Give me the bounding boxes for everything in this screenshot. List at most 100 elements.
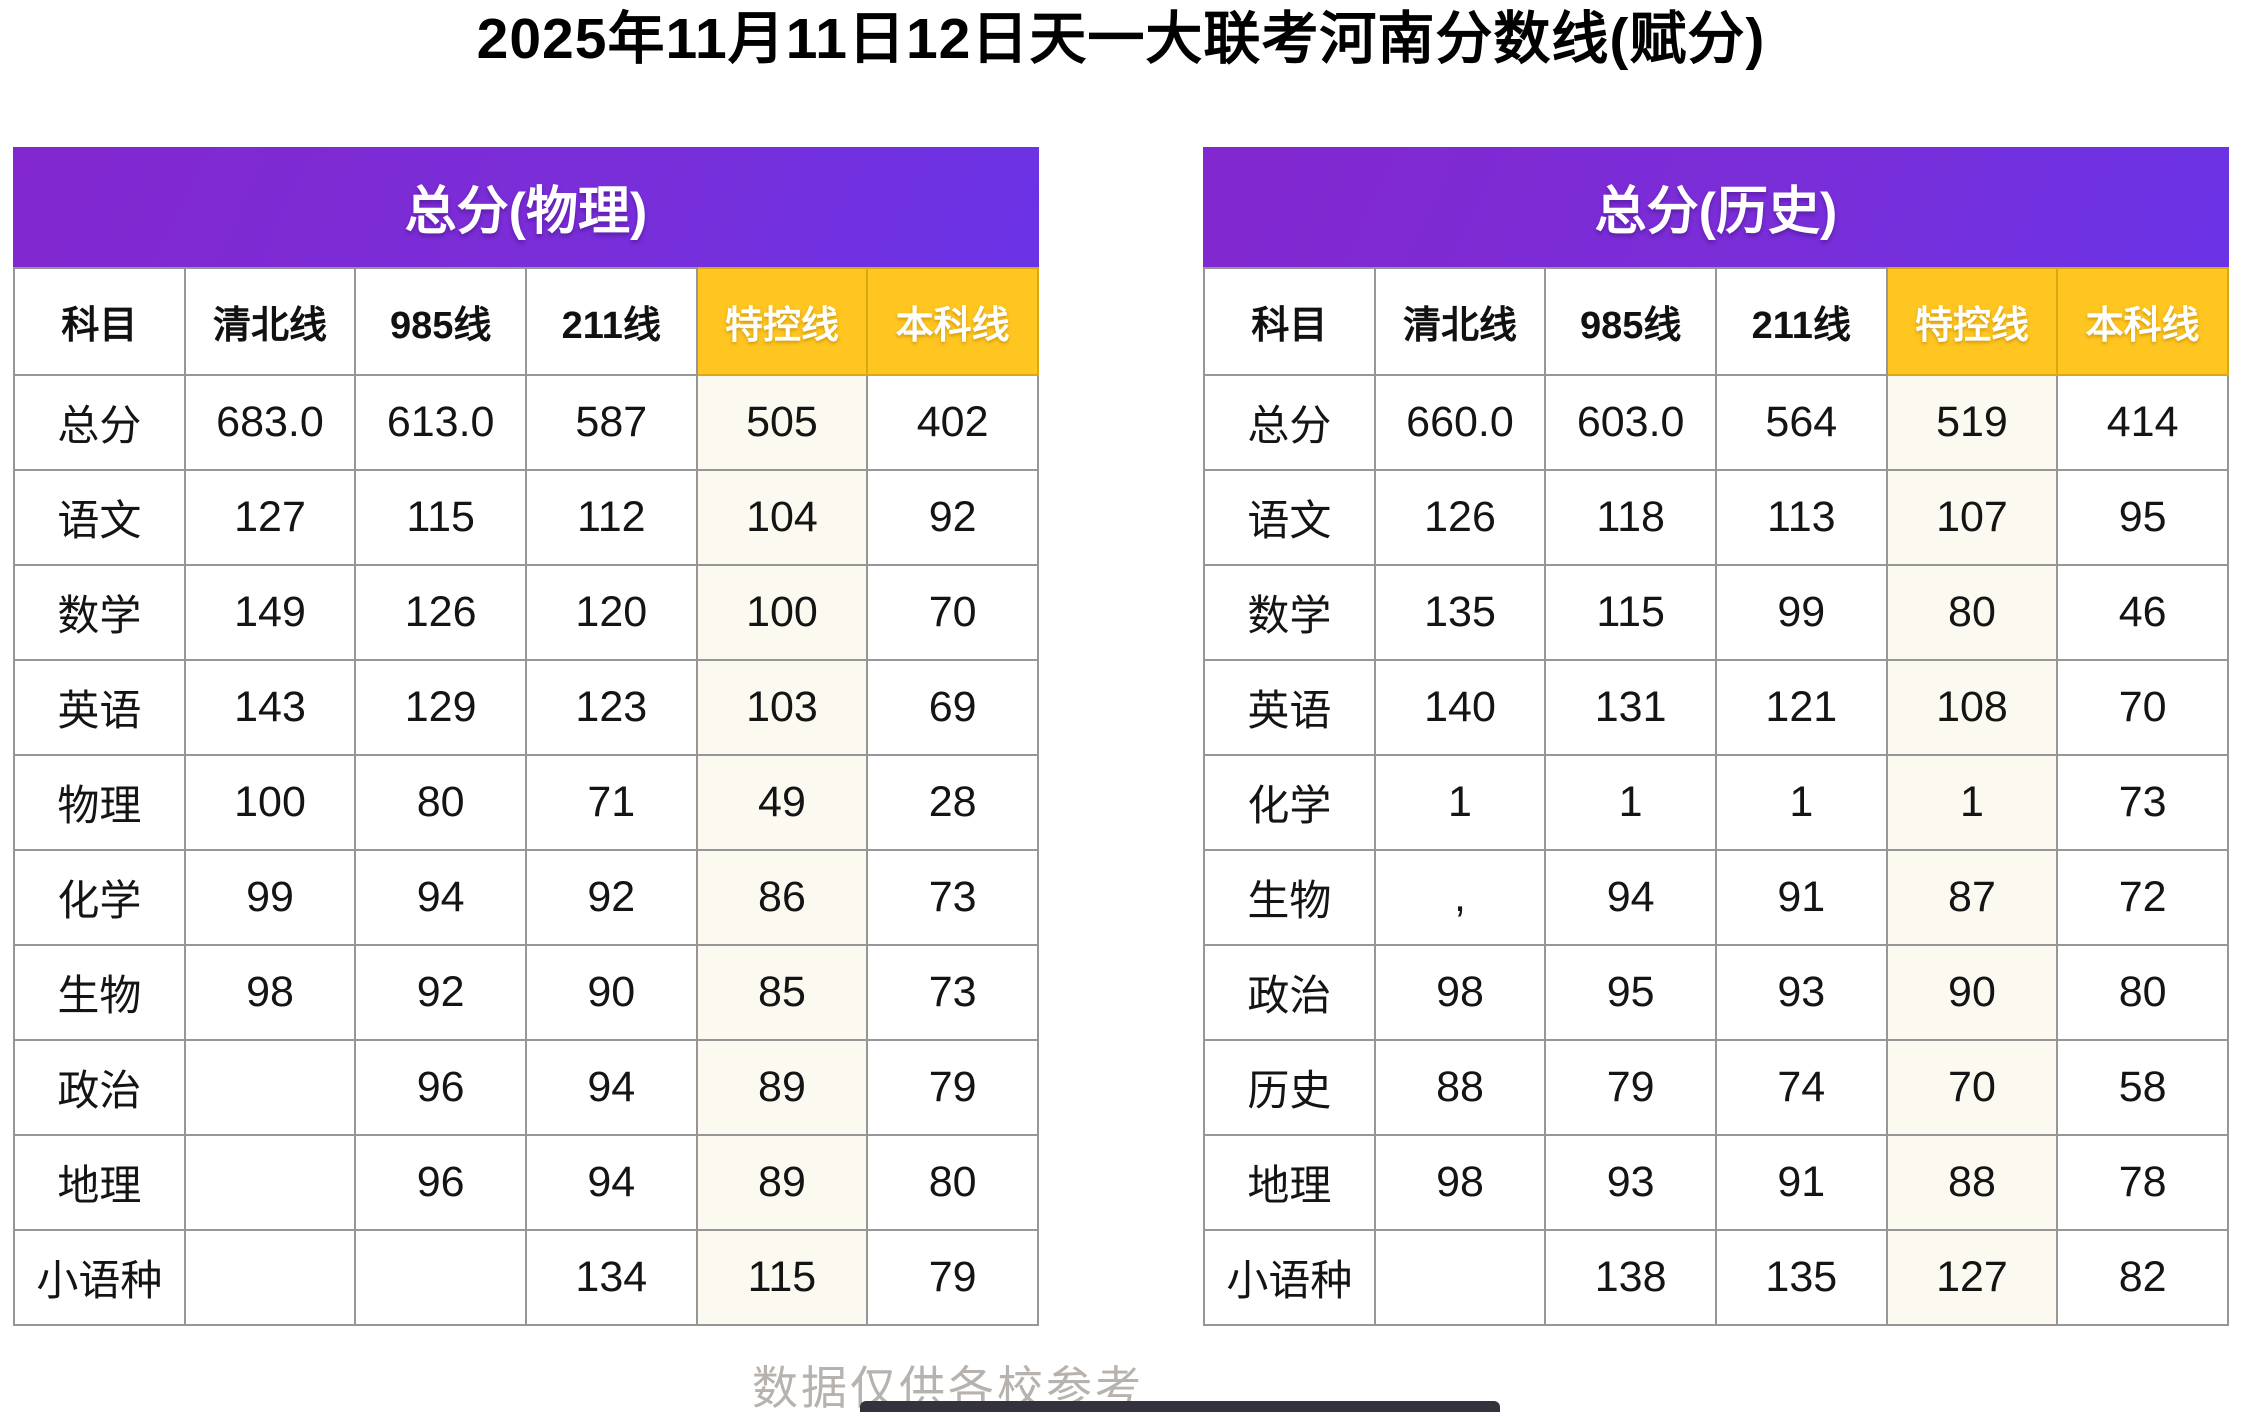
value-cell: 134 xyxy=(524,1228,698,1326)
value-cell: 72 xyxy=(2056,848,2229,946)
value-cell: 127 xyxy=(1885,1228,2059,1326)
table-row: 英语 140 131 121 108 70 xyxy=(1203,658,2229,756)
value-cell: 603.0 xyxy=(1544,373,1717,471)
value-cell: 78 xyxy=(2056,1133,2229,1231)
column-header-4: 特控线 xyxy=(695,266,869,376)
value-cell: 103 xyxy=(695,658,869,756)
value-cell: 115 xyxy=(1544,563,1717,661)
value-cell: 613.0 xyxy=(354,373,527,471)
row-label: 语文 xyxy=(1203,468,1376,566)
value-cell: 90 xyxy=(524,943,698,1041)
table-row: 英语 143 129 123 103 69 xyxy=(13,658,1039,756)
column-header-4: 特控线 xyxy=(1885,266,2059,376)
physics-score-table: 总分(物理) 科目 清北线 985线 211线 特控线 本科线 总分 683.0 613.0 5… xyxy=(13,146,1039,1326)
value-cell: 402 xyxy=(866,373,1039,471)
value-cell: 660.0 xyxy=(1373,373,1547,471)
value-cell: 71 xyxy=(524,753,698,851)
value-cell: 104 xyxy=(695,468,869,566)
value-cell: 94 xyxy=(354,848,527,946)
history-score-table: 总分(历史) 科目 清北线 985线 211线 特控线 本科线 总分 660.0 603.0 5… xyxy=(1203,146,2229,1326)
tables-container: 总分(物理) 科目 清北线 985线 211线 特控线 本科线 总分 683.0 613.0 5… xyxy=(0,146,2242,1326)
value-cell: 107 xyxy=(1885,468,2059,566)
table-row: 物理 100 80 71 49 28 xyxy=(13,753,1039,851)
value-cell: 87 xyxy=(1885,848,2059,946)
value-cell xyxy=(183,1228,357,1326)
value-cell: 80 xyxy=(2056,943,2229,1041)
value-cell: 143 xyxy=(183,658,357,756)
row-label: 英语 xyxy=(1203,658,1376,756)
value-cell: , xyxy=(1373,848,1547,946)
table-row: 总分 683.0 613.0 587 505 402 xyxy=(13,373,1039,471)
value-cell: 73 xyxy=(2056,753,2229,851)
column-header-3: 211线 xyxy=(524,266,698,376)
column-header-2: 985线 xyxy=(1544,266,1717,376)
column-header-3: 211线 xyxy=(1714,266,1888,376)
column-header-0: 科目 xyxy=(13,266,186,376)
home-indicator-bar xyxy=(860,1401,1500,1412)
value-cell: 92 xyxy=(524,848,698,946)
value-cell: 587 xyxy=(524,373,698,471)
value-cell: 49 xyxy=(695,753,869,851)
value-cell: 683.0 xyxy=(183,373,357,471)
value-cell: 1 xyxy=(1544,753,1717,851)
value-cell: 99 xyxy=(183,848,357,946)
table-row: 生物, 94 91 87 72 xyxy=(1203,848,2229,946)
row-label: 数学 xyxy=(1203,563,1376,661)
table-row: 地理 96 94 89 80 xyxy=(13,1133,1039,1231)
value-cell: 79 xyxy=(866,1228,1039,1326)
table-row: 小语种 138 135 127 82 xyxy=(1203,1228,2229,1326)
physics-table-title: 总分(物理) xyxy=(13,146,1039,267)
value-cell: 58 xyxy=(2056,1038,2229,1136)
row-label: 政治 xyxy=(13,1038,186,1136)
value-cell: 1 xyxy=(1885,753,2059,851)
value-cell: 46 xyxy=(2056,563,2229,661)
value-cell: 94 xyxy=(1544,848,1717,946)
value-cell: 113 xyxy=(1714,468,1888,566)
value-cell: 90 xyxy=(1885,943,2059,1041)
column-header-1: 清北线 xyxy=(1373,266,1547,376)
value-cell: 79 xyxy=(866,1038,1039,1136)
table-row: 地理 98 93 91 88 78 xyxy=(1203,1133,2229,1231)
value-cell: 564 xyxy=(1714,373,1888,471)
value-cell: 28 xyxy=(866,753,1039,851)
value-cell: 80 xyxy=(866,1133,1039,1231)
value-cell: 98 xyxy=(183,943,357,1041)
column-header-5: 本科线 xyxy=(2056,266,2229,376)
row-label: 地理 xyxy=(1203,1133,1376,1231)
row-label: 英语 xyxy=(13,658,186,756)
value-cell: 85 xyxy=(695,943,869,1041)
row-label: 历史 xyxy=(1203,1038,1376,1136)
value-cell: 115 xyxy=(354,468,527,566)
value-cell: 99 xyxy=(1714,563,1888,661)
row-label: 小语种 xyxy=(1203,1228,1376,1326)
value-cell xyxy=(1373,1228,1547,1326)
table-row: 化学 1 1 1 1 73 xyxy=(1203,753,2229,851)
table-row: 数学 149 126 120 100 70 xyxy=(13,563,1039,661)
value-cell: 100 xyxy=(183,753,357,851)
value-cell: 121 xyxy=(1714,658,1888,756)
row-label: 物理 xyxy=(13,753,186,851)
value-cell: 96 xyxy=(354,1038,527,1136)
value-cell: 73 xyxy=(866,848,1039,946)
row-label: 生物 xyxy=(1203,848,1376,946)
value-cell: 98 xyxy=(1373,943,1547,1041)
value-cell: 74 xyxy=(1714,1038,1888,1136)
value-cell: 82 xyxy=(2056,1228,2229,1326)
value-cell: 129 xyxy=(354,658,527,756)
value-cell: 100 xyxy=(695,563,869,661)
row-label: 化学 xyxy=(1203,753,1376,851)
value-cell: 88 xyxy=(1373,1038,1547,1136)
value-cell: 94 xyxy=(524,1133,698,1231)
value-cell: 73 xyxy=(866,943,1039,1041)
value-cell: 69 xyxy=(866,658,1039,756)
value-cell: 115 xyxy=(695,1228,869,1326)
column-header-0: 科目 xyxy=(1203,266,1376,376)
value-cell: 126 xyxy=(354,563,527,661)
history-header-row: 科目 清北线 985线 211线 特控线 本科线 xyxy=(1203,266,2229,376)
value-cell: 93 xyxy=(1714,943,1888,1041)
column-header-1: 清北线 xyxy=(183,266,357,376)
value-cell: 135 xyxy=(1373,563,1547,661)
row-label: 化学 xyxy=(13,848,186,946)
table-row: 语文 126 118 113 107 95 xyxy=(1203,468,2229,566)
value-cell xyxy=(183,1038,357,1136)
